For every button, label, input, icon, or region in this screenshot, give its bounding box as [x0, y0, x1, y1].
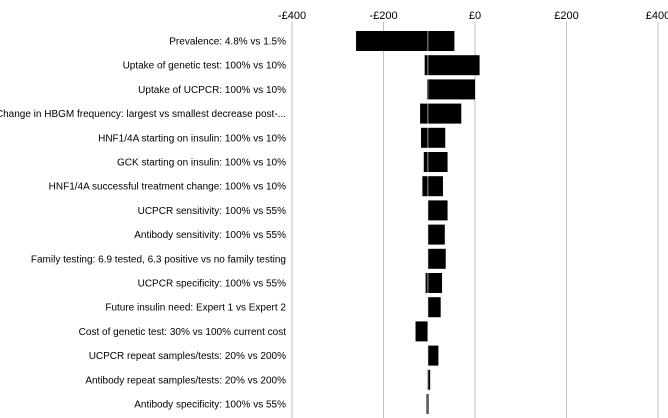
bar — [426, 79, 475, 100]
category-label: UCPCR sensitivity: 100% vs 55% — [138, 206, 286, 217]
x-tick-label: -£400 — [278, 10, 306, 22]
bar — [420, 103, 462, 124]
category-label: Family testing: 6.9 tested, 6.3 positive… — [31, 254, 286, 265]
x-tick-label: -£200 — [369, 10, 397, 22]
bar — [425, 273, 443, 293]
bar — [427, 345, 439, 366]
category-label: HNF1/4A starting on insulin: 100% vs 10% — [98, 133, 286, 144]
bar — [424, 55, 480, 76]
category-label: GCK starting on insulin: 100% vs 10% — [117, 158, 286, 169]
bar — [427, 297, 441, 318]
category-label: Future insulin need: Expert 1 vs Expert … — [105, 303, 286, 314]
bar — [427, 200, 448, 221]
bar — [423, 152, 448, 172]
category-label: Cost of genetic test: 30% vs 100% curren… — [79, 327, 287, 338]
bar — [427, 224, 445, 245]
bar — [427, 369, 431, 390]
x-tick-label: £200 — [554, 10, 578, 22]
x-tick-label: £400 — [646, 10, 668, 22]
bars — [356, 31, 480, 414]
x-axis-tick-labels: -£400 -£200 £0 £200 £400 — [278, 10, 668, 22]
category-label: Change in HBGM frequency: largest vs sma… — [0, 109, 286, 120]
category-label: Antibody sensitivity: 100% vs 55% — [134, 230, 286, 241]
category-label: Antibody specificity: 100% vs 55% — [134, 400, 286, 411]
bar — [422, 176, 443, 197]
bar — [356, 31, 455, 51]
category-label: UCPCR repeat samples/tests: 20% vs 200% — [89, 351, 286, 362]
category-label: Prevalence: 4.8% vs 1.5% — [169, 37, 286, 48]
bar — [415, 321, 428, 342]
category-label: HNF1/4A successful treatment change: 100… — [49, 182, 286, 193]
bar — [421, 127, 446, 148]
category-label: Uptake of UCPCR: 100% vs 10% — [138, 85, 286, 96]
category-label: Antibody repeat samples/tests: 20% vs 20… — [85, 375, 286, 386]
category-label: Uptake of genetic test: 100% vs 10% — [123, 61, 287, 72]
category-labels: Prevalence: 4.8% vs 1.5% Uptake of geneti… — [0, 37, 286, 411]
category-label: UCPCR specificity: 100% vs 55% — [138, 279, 286, 290]
bar — [427, 248, 446, 269]
x-tick-label: £0 — [469, 10, 481, 22]
